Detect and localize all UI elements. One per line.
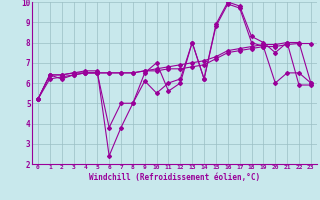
X-axis label: Windchill (Refroidissement éolien,°C): Windchill (Refroidissement éolien,°C) (89, 173, 260, 182)
